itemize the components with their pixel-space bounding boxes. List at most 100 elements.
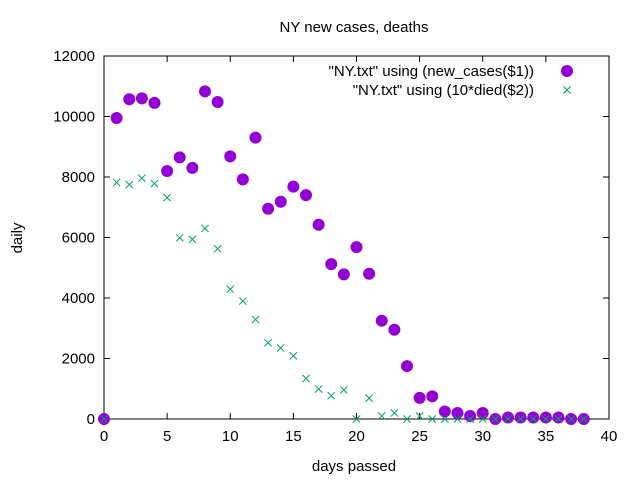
data-point-deaths [302,374,310,383]
data-point-deaths [516,415,525,423]
data-point-deaths [529,415,538,423]
data-point-deaths [339,386,348,394]
y-tick-labels: 0 2000 4000 6000 8000 10000 12000 [53,48,95,428]
legend-label-new-cases: "NY.txt" using (new_cases($1)) [329,63,534,80]
data-point-new-cases [401,360,413,373]
data-point-new-cases [236,173,249,186]
data-point-new-cases [262,202,275,215]
data-point-deaths [327,391,336,400]
y-axis-label: daily [9,222,26,253]
data-point-deaths [428,415,437,423]
legend: "NY.txt" using (new_cases($1)) "NY.txt" … [329,63,573,99]
data-point-deaths [403,415,411,423]
data-point-new-cases [476,406,489,419]
data-point-new-cases [413,391,426,404]
data-point-new-cases [224,150,237,163]
y-tick-label: 8000 [62,169,95,186]
data-point-deaths [478,415,487,423]
x-tick-label: 5 [163,428,171,445]
data-point-deaths [100,415,108,423]
data-point-deaths [163,193,172,202]
data-point-deaths [276,343,285,352]
data-point-deaths [238,297,247,305]
data-point-new-cases [249,131,262,144]
x-tick-label: 0 [100,428,108,445]
x-tick-label: 20 [348,428,365,445]
x-tick-label: 15 [285,428,302,445]
y-tick-label: 2000 [62,351,95,368]
data-point-deaths [554,415,563,423]
data-point-deaths [226,285,235,294]
x-tick-label: 10 [222,428,239,445]
data-point-new-cases [539,411,552,424]
data-point-new-cases [552,411,565,424]
series-new-cases [98,85,590,425]
x-axis-label: days passed [312,458,396,475]
y-tick-label: 0 [87,411,95,428]
data-point-deaths [251,315,260,324]
y-tick-label: 12000 [53,48,95,65]
data-point-new-cases [110,112,123,125]
data-point-deaths [390,408,399,417]
y-tick-label: 6000 [62,230,95,247]
data-point-deaths [188,235,197,244]
data-point-deaths [491,415,500,423]
data-point-new-cases [527,411,540,424]
data-point-deaths [453,415,462,423]
y-tick-label: 4000 [62,290,95,307]
data-point-new-cases [135,92,148,105]
data-point-new-cases [274,195,287,208]
data-point-new-cases [312,218,325,231]
data-point-deaths [440,415,449,423]
data-point-new-cases [363,267,376,280]
data-point-new-cases [325,258,338,271]
data-point-deaths [137,174,146,183]
data-point-new-cases [173,151,186,164]
data-point-new-cases [350,241,363,254]
data-point-deaths [314,385,323,394]
x-tick-label: 25 [411,428,428,445]
data-point-new-cases [426,390,439,403]
data-point-new-cases [388,323,401,336]
data-point-new-cases [451,406,464,419]
x-tick-label: 30 [474,428,491,445]
data-point-deaths [567,415,576,423]
x-tick-labels: 0 5 10 15 20 25 30 35 40 [100,428,618,445]
data-point-deaths [352,415,361,423]
data-point-new-cases [199,85,211,98]
y-tick-label: 10000 [53,109,95,126]
data-point-new-cases [438,405,451,418]
series-deaths [100,174,588,423]
data-point-deaths [264,338,273,347]
data-point-deaths [541,415,550,423]
data-point-deaths [466,415,475,423]
data-point-deaths [150,179,159,188]
legend-label-deaths: "NY.txt" using (10*died($2)) [353,82,534,99]
data-point-deaths [415,412,424,420]
data-point-new-cases [502,411,514,424]
chart-title: NY new cases, deaths [280,19,429,36]
data-point-deaths [377,412,386,420]
data-point-new-cases [300,189,312,202]
data-point-deaths [201,224,209,233]
legend-marker-deaths [563,86,571,94]
data-point-new-cases [464,409,477,422]
data-point-deaths [175,233,184,242]
data-point-deaths [213,244,222,253]
data-point-deaths [365,394,374,403]
x-tick-label: 35 [538,428,555,445]
data-point-deaths [504,415,512,423]
data-point-new-cases [148,96,161,109]
data-point-new-cases [161,164,174,177]
data-point-new-cases [375,314,388,327]
data-point-new-cases [514,411,527,424]
series-layer [98,85,590,425]
data-point-new-cases [123,93,136,106]
x-tick-label: 40 [601,428,618,445]
data-point-new-cases [211,95,224,108]
data-point-deaths [579,415,588,423]
data-point-deaths [289,351,298,360]
data-point-new-cases [337,268,350,281]
data-point-deaths [112,178,121,187]
